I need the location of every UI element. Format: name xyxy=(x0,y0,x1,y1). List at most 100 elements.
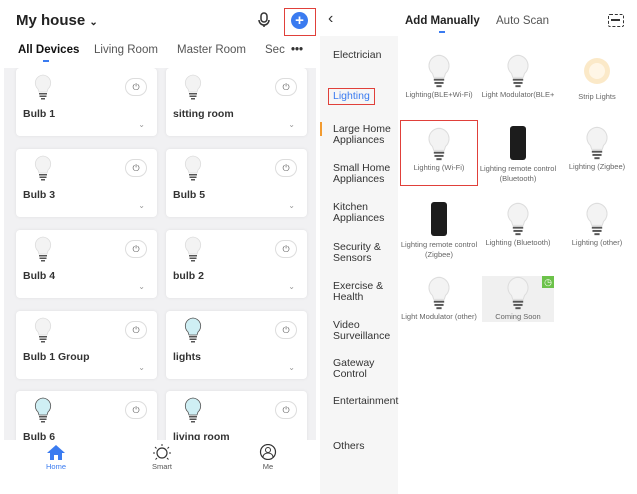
device-grid: ⏻ Bulb 1 ⌄ ⏻ sitting room ⌄ ⏻ Bulb 3 ⌄ ⏻ Bulb 5 ⌄ ⏻ B… xyxy=(4,68,316,440)
device-card[interactable]: ⏻ sitting room ⌄ xyxy=(166,68,307,136)
product-label: Lighting remote control (Bluetooth) xyxy=(479,164,557,183)
product-label: Lighting remote control (Zigbee) xyxy=(400,240,478,259)
remote-icon xyxy=(510,126,526,160)
bottom-nav: Home Smart Me xyxy=(0,440,318,480)
selected-indicator xyxy=(320,122,322,136)
chevron-down-icon[interactable]: ⌄ xyxy=(288,363,295,372)
home-screen: My house ⌄ + All Devices Living Room Mas… xyxy=(0,0,318,494)
device-card[interactable]: ⏻ Bulb 4 ⌄ xyxy=(16,230,157,298)
bulb-icon xyxy=(546,202,637,249)
product-item[interactable]: Lighting (Zigbee) xyxy=(558,126,636,172)
sun-icon xyxy=(153,444,171,460)
bulb-icon xyxy=(184,397,202,428)
bulb-icon xyxy=(34,155,52,186)
bulb-icon xyxy=(34,397,52,428)
nav-home[interactable]: Home xyxy=(26,444,86,471)
product-item[interactable]: ◷ Coming Soon xyxy=(482,276,554,322)
category-gateway-control[interactable]: Gateway Control xyxy=(333,357,375,380)
power-button[interactable]: ⏻ xyxy=(275,401,297,419)
chevron-down-icon[interactable]: ⌄ xyxy=(138,363,145,372)
nav-smart[interactable]: Smart xyxy=(132,444,192,471)
product-item[interactable]: Strip Lights xyxy=(558,54,636,102)
device-card[interactable]: ⏻ Bulb 5 ⌄ xyxy=(166,149,307,217)
chevron-down-icon[interactable]: ⌄ xyxy=(288,201,295,210)
power-button[interactable]: ⏻ xyxy=(125,240,147,258)
bulb-icon xyxy=(388,276,489,323)
chevron-down-icon[interactable]: ⌄ xyxy=(288,282,295,291)
device-card[interactable]: ⏻ lights ⌄ xyxy=(166,311,307,379)
device-card[interactable]: ⏻living room⌄ xyxy=(166,391,307,440)
device-card[interactable]: ⏻ Bulb 1 ⌄ xyxy=(16,68,157,136)
category-small-home-appliances[interactable]: Small Home Appliances xyxy=(333,162,391,185)
power-button[interactable]: ⏻ xyxy=(275,159,297,177)
home-selector[interactable]: My house ⌄ xyxy=(16,12,98,29)
nav-me[interactable]: Me xyxy=(238,443,298,471)
bulb-icon xyxy=(184,74,202,105)
bulb-icon xyxy=(184,317,202,348)
microphone-icon[interactable] xyxy=(258,12,270,28)
bulb-icon xyxy=(34,74,52,105)
power-button[interactable]: ⏻ xyxy=(275,240,297,258)
product-item[interactable]: Lighting (other) xyxy=(558,202,636,248)
category-video-surveillance[interactable]: Video Surveillance xyxy=(333,319,391,342)
device-name: lights xyxy=(173,351,201,363)
chevron-down-icon[interactable]: ⌄ xyxy=(138,201,145,210)
bulb-icon xyxy=(392,127,486,174)
product-label: Light Modulator (other) xyxy=(401,312,477,321)
device-card[interactable]: ⏻ Bulb 1 Group ⌄ xyxy=(16,311,157,379)
tab-auto-scan[interactable]: Auto Scan xyxy=(496,15,550,27)
tab-add-manually[interactable]: Add Manually xyxy=(405,15,480,27)
home-title: My house xyxy=(16,12,86,29)
device-name: Bulb 3 xyxy=(23,189,56,201)
product-item[interactable]: Lighting(BLE+Wi-Fi) xyxy=(400,54,478,100)
product-label: Lighting (Bluetooth) xyxy=(485,238,551,247)
product-item[interactable]: Lighting (Wi-Fi) xyxy=(400,120,478,186)
power-button[interactable]: ⏻ xyxy=(275,321,297,339)
tab-all-devices[interactable]: All Devices xyxy=(18,44,80,56)
chevron-down-icon[interactable]: ⌄ xyxy=(138,120,145,129)
product-item[interactable]: Lighting remote control (Bluetooth) xyxy=(479,126,557,184)
device-name: bulb 2 xyxy=(173,270,204,282)
nav-label: Me xyxy=(262,462,274,471)
bulb-icon xyxy=(34,236,52,267)
product-label: Lighting (Wi-Fi) xyxy=(413,163,465,172)
add-device-button[interactable]: + xyxy=(291,12,308,29)
device-card[interactable]: ⏻ Bulb 3 ⌄ xyxy=(16,149,157,217)
product-item[interactable]: Light Modulator(BLE+ xyxy=(479,54,557,100)
remote-icon xyxy=(431,202,447,236)
nav-label: Smart xyxy=(151,462,172,471)
category-lighting[interactable]: Lighting xyxy=(328,88,375,105)
product-label: Strip Lights xyxy=(578,92,616,101)
device-name: Bulb 4 xyxy=(23,270,56,282)
product-item[interactable]: Light Modulator (other) xyxy=(400,276,478,322)
product-label: Lighting (other) xyxy=(571,238,623,247)
device-card[interactable]: ⏻Bulb 6⌄ xyxy=(16,391,157,440)
category-entertainment[interactable]: Entertainment xyxy=(333,395,399,407)
power-button[interactable]: ⏻ xyxy=(125,159,147,177)
power-button[interactable]: ⏻ xyxy=(125,321,147,339)
tab-master-room[interactable]: Master Room xyxy=(177,44,247,56)
user-icon xyxy=(259,443,277,461)
back-button[interactable]: ‹ xyxy=(328,10,334,27)
category-exercise-health[interactable]: Exercise & Health xyxy=(333,280,384,303)
category-large-home-appliances[interactable]: Large Home Appliances xyxy=(333,123,391,146)
bulb-icon xyxy=(467,54,568,101)
bulb-icon xyxy=(471,276,565,323)
category-kitchen-appliances[interactable]: Kitchen Appliances xyxy=(333,201,385,224)
power-button[interactable]: ⏻ xyxy=(275,78,297,96)
power-button[interactable]: ⏻ xyxy=(125,401,147,419)
chevron-down-icon[interactable]: ⌄ xyxy=(138,282,145,291)
power-button[interactable]: ⏻ xyxy=(125,78,147,96)
product-item[interactable]: Lighting (Bluetooth) xyxy=(479,202,557,248)
category-security-sensors[interactable]: Security & Sensors xyxy=(333,241,381,264)
tab-living-room[interactable]: Living Room xyxy=(94,44,158,56)
device-card[interactable]: ⏻ bulb 2 ⌄ xyxy=(166,230,307,298)
more-tabs-button[interactable]: ••• xyxy=(291,44,304,56)
scan-icon[interactable] xyxy=(608,14,624,27)
chevron-down-icon[interactable]: ⌄ xyxy=(288,120,295,129)
product-item[interactable]: Lighting remote control (Zigbee) xyxy=(400,202,478,260)
category-others[interactable]: Others xyxy=(333,440,365,452)
tab-sec[interactable]: Sec xyxy=(265,44,285,56)
bulb-icon xyxy=(388,54,489,101)
category-electrician[interactable]: Electrician xyxy=(333,49,382,61)
